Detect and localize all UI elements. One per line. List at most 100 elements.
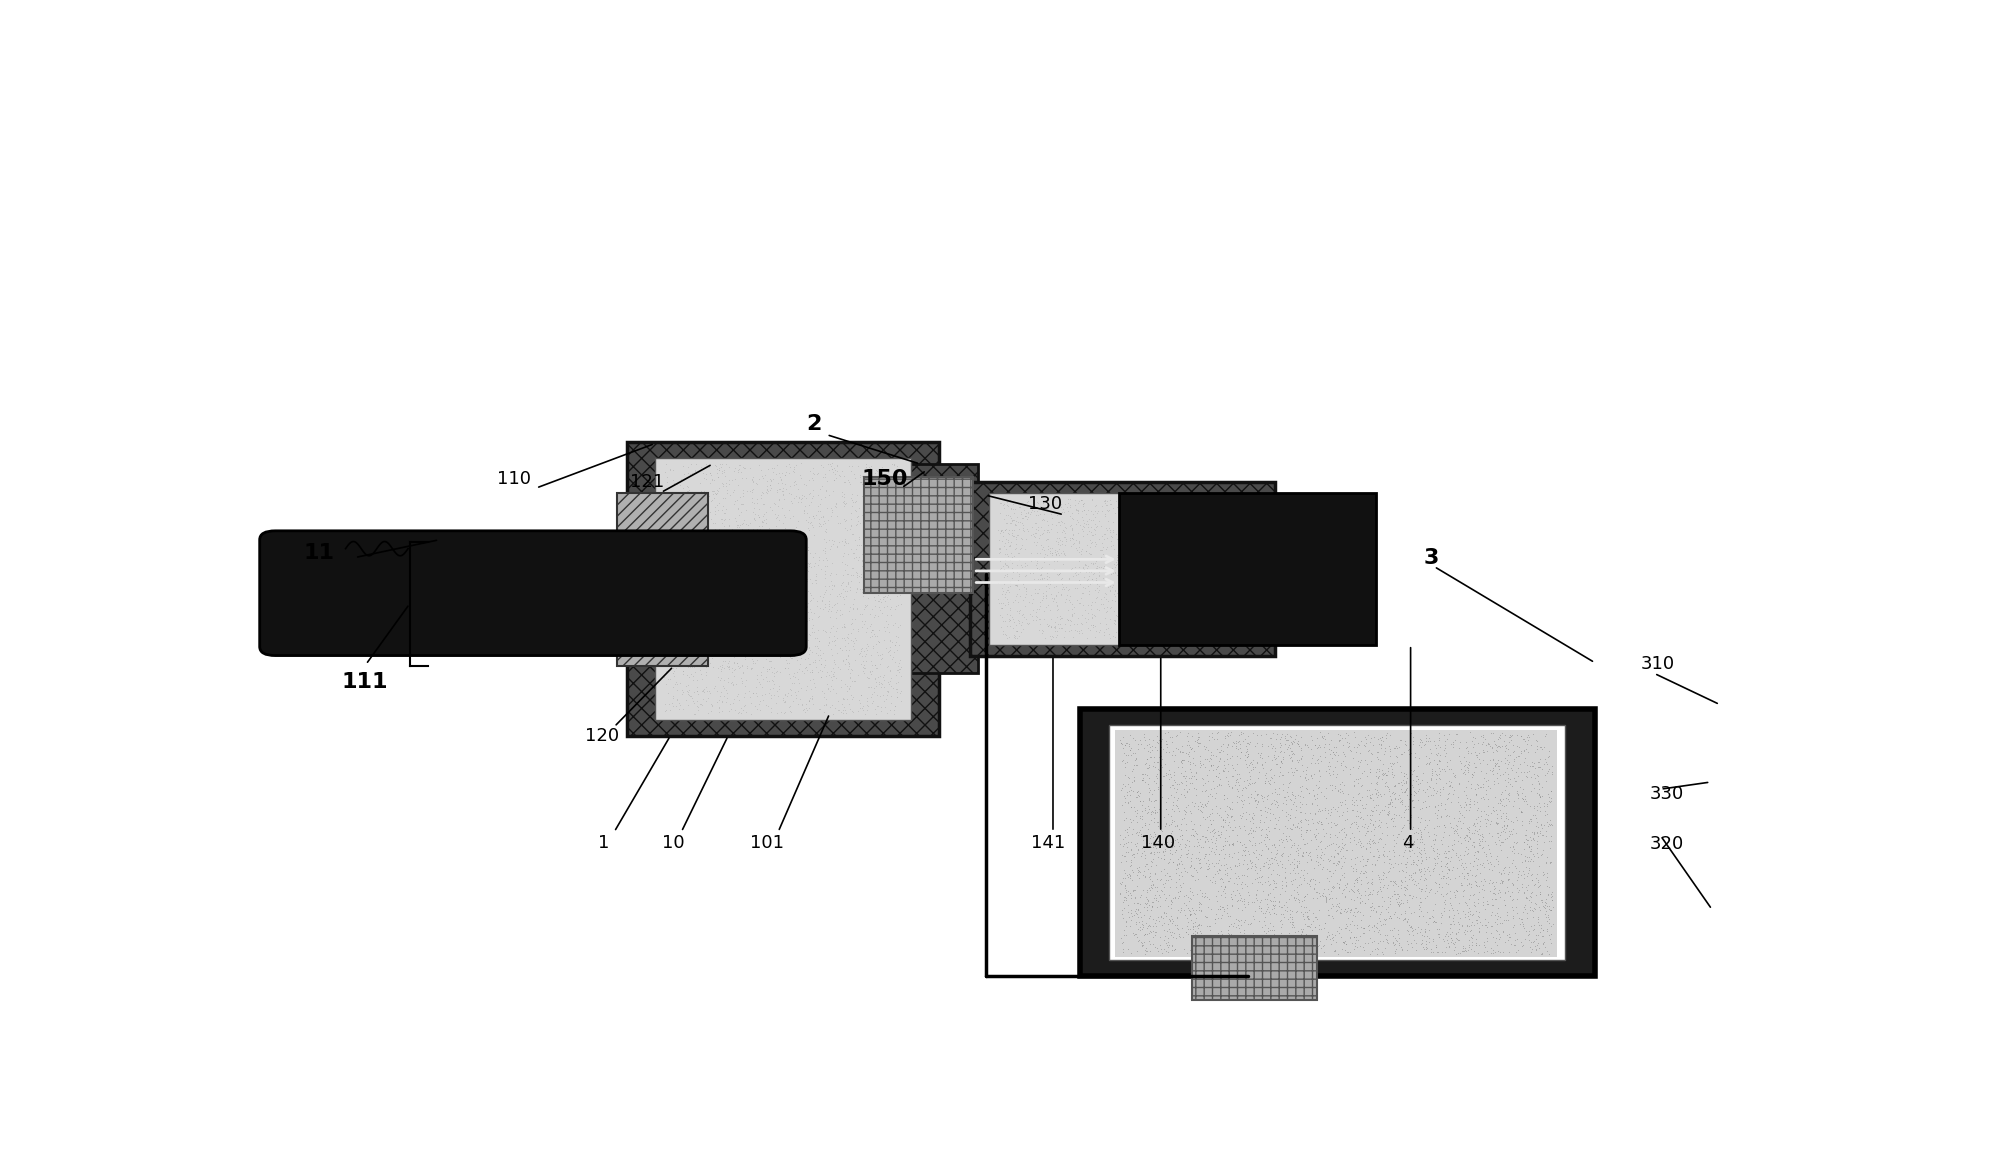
Point	[1160, 858, 1192, 877]
Point	[699, 559, 731, 577]
Point	[1104, 573, 1136, 591]
Point	[1325, 820, 1357, 839]
Point	[1452, 798, 1484, 817]
Point	[1222, 561, 1255, 580]
Point	[874, 677, 906, 695]
Point	[1166, 766, 1198, 784]
Point	[1194, 871, 1227, 890]
Point	[1011, 493, 1043, 511]
Point	[1166, 826, 1198, 845]
Point	[1370, 774, 1402, 793]
Point	[1452, 930, 1484, 949]
Point	[1170, 896, 1202, 914]
Point	[1210, 768, 1243, 787]
Point	[1164, 876, 1196, 894]
Point	[862, 646, 894, 664]
Point	[775, 686, 808, 705]
Point	[1317, 931, 1349, 950]
Point	[661, 495, 693, 514]
Point	[1015, 501, 1047, 519]
Point	[1114, 867, 1146, 885]
Point	[818, 631, 850, 649]
Point	[1289, 842, 1321, 861]
Point	[872, 502, 904, 521]
Point	[757, 686, 789, 705]
Point	[707, 496, 739, 515]
Point	[1156, 745, 1188, 764]
Point	[669, 465, 701, 484]
Point	[1265, 752, 1297, 771]
Point	[1486, 922, 1519, 941]
Point	[1055, 503, 1088, 522]
Point	[1053, 531, 1086, 550]
Point	[1045, 618, 1077, 636]
Point	[1513, 761, 1545, 780]
Point	[1517, 831, 1549, 849]
Point	[1098, 521, 1130, 539]
Point	[1202, 845, 1235, 863]
Point	[1204, 530, 1237, 548]
Point	[1229, 779, 1261, 797]
Point	[1192, 566, 1225, 584]
Point	[1140, 791, 1172, 810]
Point	[1200, 541, 1233, 560]
Point	[741, 528, 773, 546]
Point	[1001, 592, 1033, 611]
Point	[1351, 918, 1384, 936]
Point	[1462, 841, 1494, 860]
Point	[860, 677, 892, 695]
Point	[1184, 826, 1216, 845]
Point	[802, 651, 834, 670]
Point	[1484, 907, 1517, 926]
Point	[653, 596, 685, 614]
Point	[822, 584, 854, 603]
Point	[1384, 773, 1416, 791]
Point	[695, 491, 727, 509]
Point	[665, 509, 697, 528]
Point	[1299, 875, 1331, 893]
Point	[852, 678, 884, 697]
Point	[1184, 735, 1216, 753]
Point	[727, 510, 759, 529]
Point	[1472, 843, 1504, 862]
Point	[1112, 541, 1144, 560]
Point	[1533, 810, 1565, 828]
Point	[836, 457, 868, 476]
Point	[1478, 813, 1510, 832]
Point	[685, 555, 717, 574]
Point	[798, 628, 830, 647]
Point	[798, 464, 830, 482]
Point	[1281, 813, 1313, 832]
Point	[1527, 927, 1559, 945]
Point	[1337, 883, 1370, 901]
Point	[1388, 841, 1420, 860]
Point	[1450, 916, 1482, 935]
Point	[1220, 782, 1253, 801]
Point	[1150, 590, 1182, 609]
Point	[669, 611, 701, 629]
Point	[1325, 838, 1357, 856]
Point	[1176, 599, 1208, 618]
Point	[1510, 904, 1543, 922]
Point	[1430, 805, 1462, 824]
Point	[816, 617, 848, 635]
Point	[1041, 552, 1073, 570]
Point	[1486, 789, 1519, 808]
Point	[1249, 834, 1281, 853]
Point	[1525, 787, 1557, 805]
Point	[1345, 764, 1378, 782]
Point	[1110, 548, 1142, 567]
Point	[1148, 598, 1180, 617]
Point	[840, 563, 872, 582]
Point	[1202, 558, 1235, 576]
Point	[1142, 502, 1174, 521]
Point	[1241, 874, 1273, 892]
Point	[663, 543, 695, 561]
Point	[1017, 498, 1049, 516]
Point	[1432, 861, 1464, 879]
Point	[769, 603, 802, 621]
Point	[1347, 937, 1380, 956]
Point	[1071, 567, 1104, 585]
Point	[1309, 892, 1341, 911]
Point	[1186, 826, 1218, 845]
